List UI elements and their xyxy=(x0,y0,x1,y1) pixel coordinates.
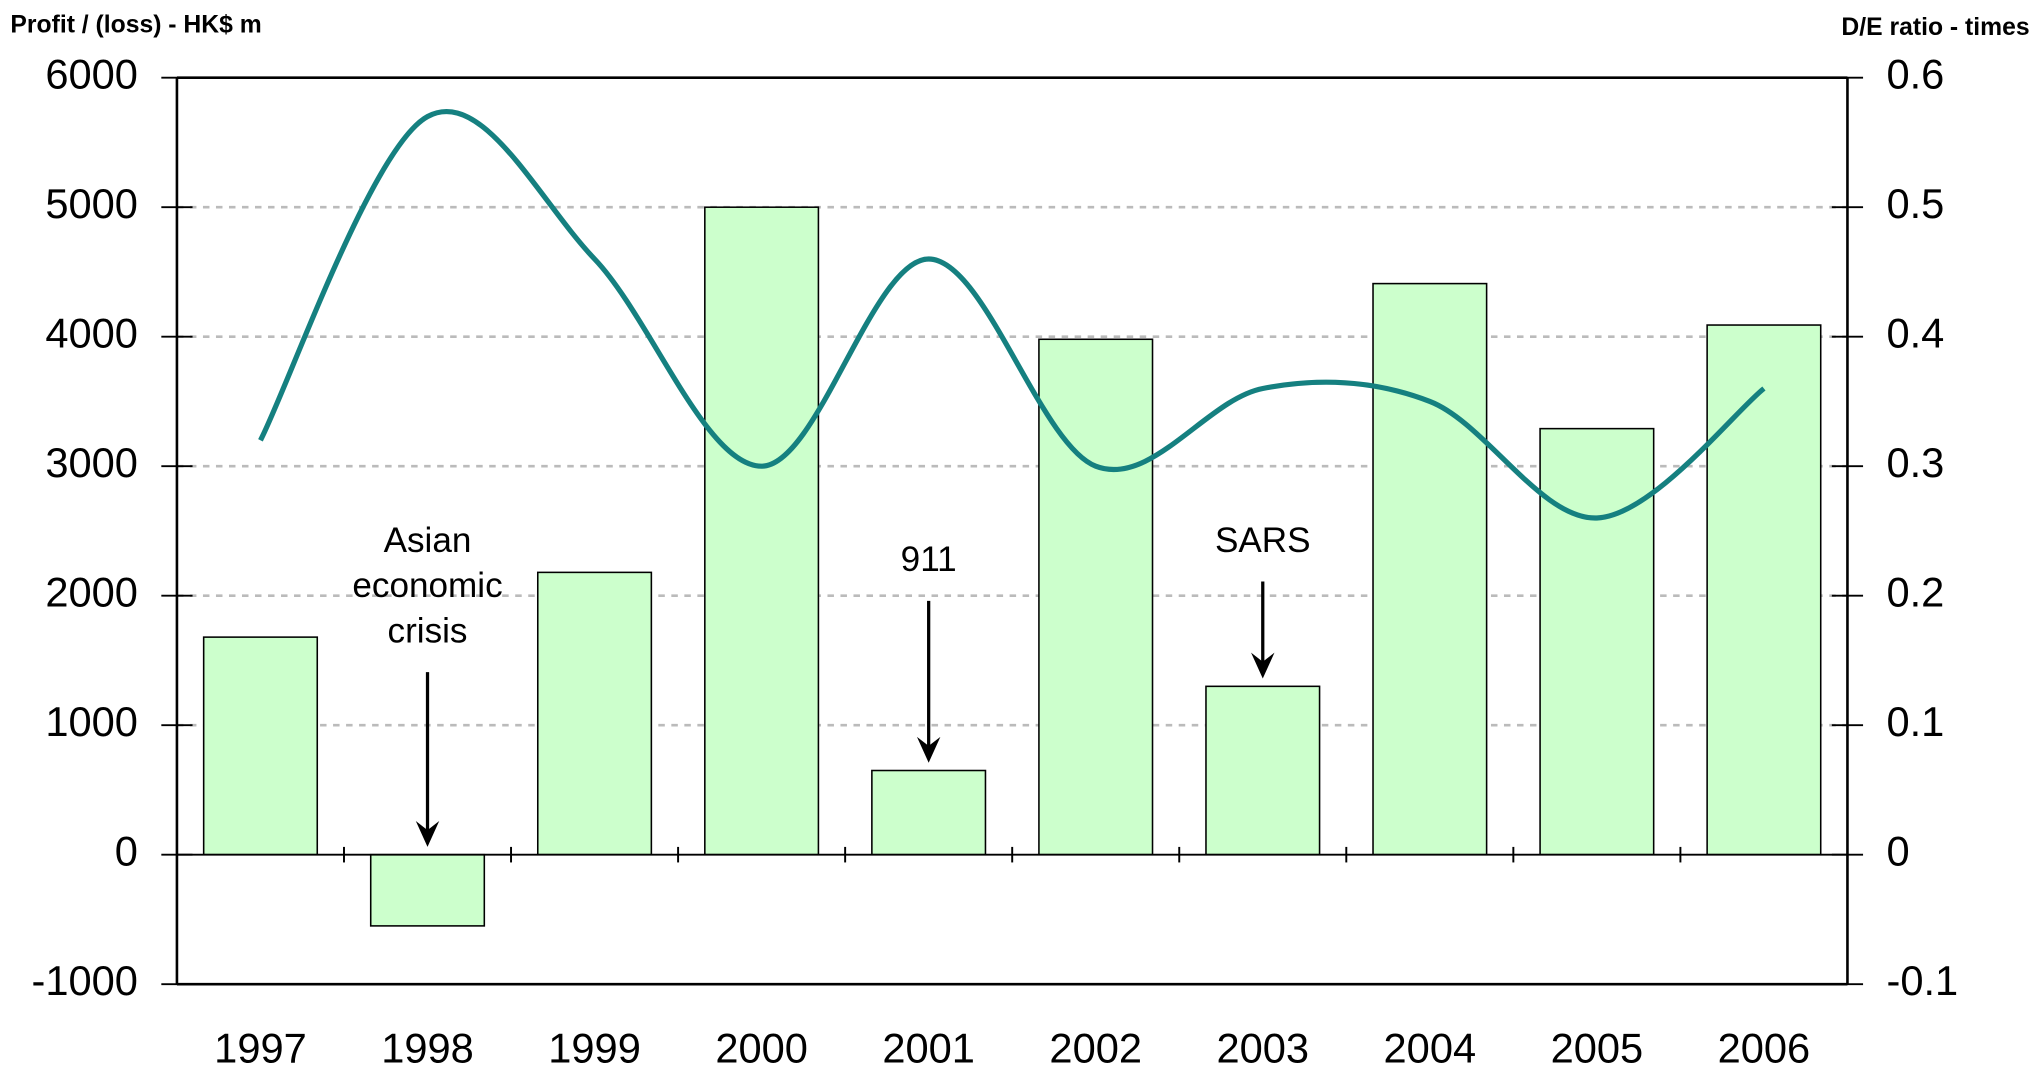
y-tick-label: 5000 xyxy=(45,180,138,227)
bar xyxy=(1372,282,1488,856)
x-tick-label: 2000 xyxy=(715,1025,808,1072)
y2-tick-label: 0.6 xyxy=(1886,51,1944,98)
x-tick-label: 2003 xyxy=(1216,1025,1309,1072)
y-tick-label: 6000 xyxy=(45,51,138,98)
annotation-text: economic xyxy=(352,566,502,605)
annotation-arrowhead xyxy=(415,821,440,847)
bar xyxy=(1539,427,1655,856)
y2-tick-label: 0.1 xyxy=(1886,698,1944,745)
y-tick-label: 2000 xyxy=(45,569,138,616)
y2-tick-label: 0 xyxy=(1886,828,1909,875)
bar xyxy=(871,769,987,856)
x-tick-label: 2005 xyxy=(1551,1025,1644,1072)
y2-tick-label: -0.1 xyxy=(1886,957,1958,1004)
y-tick-label: 3000 xyxy=(45,439,138,486)
y-tick-label: -1000 xyxy=(31,957,137,1004)
x-tick-label: 2001 xyxy=(882,1025,975,1072)
annotation-arrowhead xyxy=(916,736,941,763)
y2-tick-label: 0.3 xyxy=(1886,439,1944,486)
x-tick-label: 1997 xyxy=(214,1025,307,1072)
y2-tick-label: 0.4 xyxy=(1886,310,1944,357)
y-tick-label: 1000 xyxy=(45,698,138,745)
bar xyxy=(704,206,820,856)
annotation-text: Asian xyxy=(384,521,472,560)
y2-tick-label: 0.5 xyxy=(1886,180,1944,227)
annotation-text: crisis xyxy=(388,612,468,651)
bar xyxy=(1038,338,1154,856)
x-tick-label: 2006 xyxy=(1718,1025,1811,1072)
annotation-arrowhead xyxy=(1251,652,1275,679)
bar xyxy=(1706,324,1822,856)
bar xyxy=(369,853,486,927)
y-tick-label: 4000 xyxy=(45,310,138,357)
y-tick-label: 0 xyxy=(115,828,138,875)
x-tick-label: 2002 xyxy=(1049,1025,1142,1072)
bar xyxy=(1205,685,1321,856)
y2-tick-label: 0.2 xyxy=(1886,569,1944,616)
bar xyxy=(536,571,653,856)
bar xyxy=(202,636,319,856)
x-tick-label: 1999 xyxy=(548,1025,641,1072)
x-tick-label: 2004 xyxy=(1384,1025,1477,1072)
line xyxy=(258,108,1766,521)
x-tick-label: 1998 xyxy=(381,1025,474,1072)
annotation-text: SARS xyxy=(1215,521,1311,560)
y-axis-title: Profit / (loss) - HK$ m xyxy=(10,11,261,38)
annotation-text: 911 xyxy=(901,540,957,579)
y2-axis-title: D/E ratio - times xyxy=(1841,14,2029,41)
